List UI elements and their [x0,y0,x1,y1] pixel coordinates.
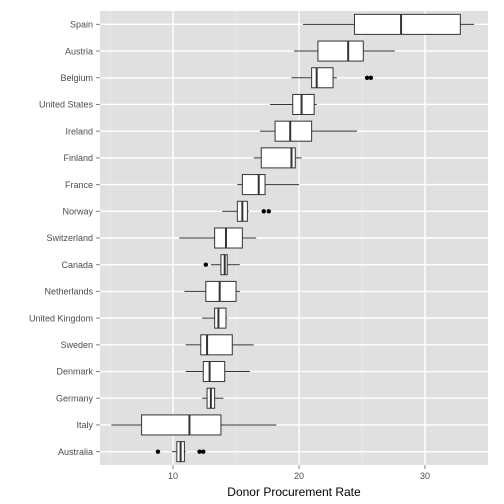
box-sweden [185,334,254,356]
x-tick-label: 20 [294,471,304,481]
box-iqr [311,67,334,89]
box-united-states [270,93,317,115]
x-tick-label: 30 [420,471,430,481]
y-tick-label: United States [39,100,94,110]
box-spain [302,13,475,35]
box-iqr [202,361,226,383]
outlier-point [368,75,374,80]
y-tick-label: Sweden [60,340,93,350]
box-iqr [141,414,222,436]
outlier-point [201,449,206,454]
box-iqr [241,174,266,196]
box-iqr [214,227,243,249]
box-switzerland [179,227,257,249]
y-tick-label: Denmark [56,367,93,377]
box-australia [155,441,206,463]
y-tick-label: Ireland [65,126,93,136]
box-united-kingdom [202,307,228,329]
y-tick-label: Netherlands [44,287,93,297]
y-tick-label: Belgium [60,73,93,83]
box-norway [222,200,272,222]
outlier-point [155,449,161,454]
box-iqr [353,13,461,35]
y-tick-label: Italy [76,420,93,430]
box-iqr [200,334,233,356]
y-tick-label: Canada [61,260,93,270]
outlier-point [266,209,272,214]
box-netherlands [184,280,240,302]
box-ireland [259,120,357,142]
x-axis: 10 20 30 [168,465,430,481]
box-iqr [274,120,313,142]
box-iqr [317,40,364,62]
outlier-point [364,75,370,80]
y-tick-label: Switzerland [46,233,93,243]
x-tick-label: 10 [168,471,178,481]
outlier-point [203,262,209,267]
box-denmark [185,361,250,383]
box-iqr [205,280,237,302]
y-tick-label: Spain [70,20,93,30]
box-canada [203,254,240,276]
outlier-point [261,209,266,214]
y-tick-label: Germany [56,393,94,403]
y-tick-label: France [65,180,93,190]
y-tick-label: United Kingdom [29,313,93,323]
y-tick-label: Finland [63,153,93,163]
x-axis-title: Donor Procurement Rate [227,485,361,499]
box-finland [253,147,302,169]
box-iqr [292,93,315,115]
outlier-point [197,449,202,454]
box-austria [294,40,395,62]
y-tick-label: Norway [62,206,93,216]
box-iqr [214,307,227,329]
y-tick-label: Austria [65,46,93,56]
box-iqr [260,147,296,169]
y-tick-label: Australia [58,447,93,457]
box-series [111,13,475,463]
box-belgium [291,67,374,89]
box-germany [202,387,224,409]
y-axis: Spain Austria Belgium United States Ireland F… [29,20,100,457]
box-italy [111,414,277,436]
box-france [237,174,300,196]
